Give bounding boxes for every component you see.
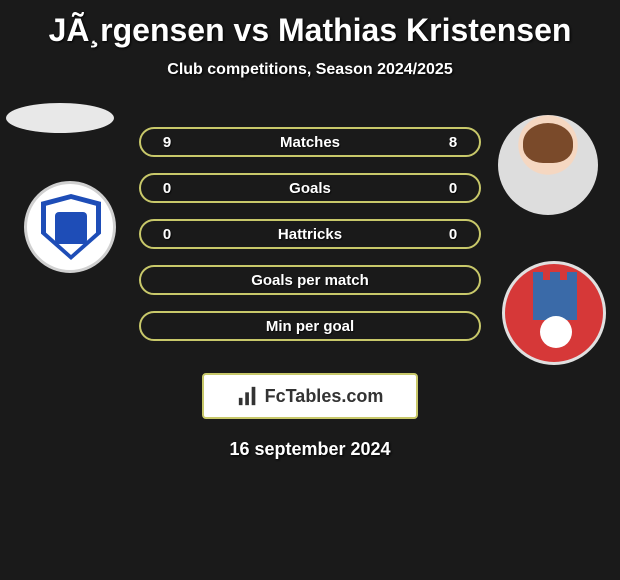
subtitle: Club competitions, Season 2024/2025: [0, 61, 620, 79]
stat-left-value: 9: [155, 134, 179, 151]
stat-left-value: 0: [155, 226, 179, 243]
stat-row-goals-per-match: Goals per match: [139, 265, 481, 295]
club-right-badge: [502, 261, 606, 365]
stat-left-value: 0: [155, 180, 179, 197]
watermark: FcTables.com: [202, 373, 418, 419]
stat-label: Min per goal: [179, 318, 441, 335]
player-left-avatar: [6, 103, 114, 133]
stat-label: Goals per match: [179, 272, 441, 289]
chart-bars-icon: [237, 385, 259, 407]
stat-rows: 9 Matches 8 0 Goals 0 0 Hattricks 0 Goal…: [139, 127, 481, 357]
watermark-text: FcTables.com: [265, 386, 384, 407]
stat-row-goals: 0 Goals 0: [139, 173, 481, 203]
stat-right-value: 8: [441, 134, 465, 151]
stat-right-value: 0: [441, 226, 465, 243]
club-left-badge: [24, 181, 116, 273]
stat-row-hattricks: 0 Hattricks 0: [139, 219, 481, 249]
stat-label: Goals: [179, 180, 441, 197]
comparison-stage: 9 Matches 8 0 Goals 0 0 Hattricks 0 Goal…: [0, 109, 620, 369]
stat-right-value: 0: [441, 180, 465, 197]
stat-row-matches: 9 Matches 8: [139, 127, 481, 157]
stat-label: Hattricks: [179, 226, 441, 243]
date-text: 16 september 2024: [0, 439, 620, 460]
player-right-avatar: [498, 115, 598, 215]
stat-row-min-per-goal: Min per goal: [139, 311, 481, 341]
page-title: JÃ¸rgensen vs Mathias Kristensen: [0, 0, 620, 49]
stat-label: Matches: [179, 134, 441, 151]
